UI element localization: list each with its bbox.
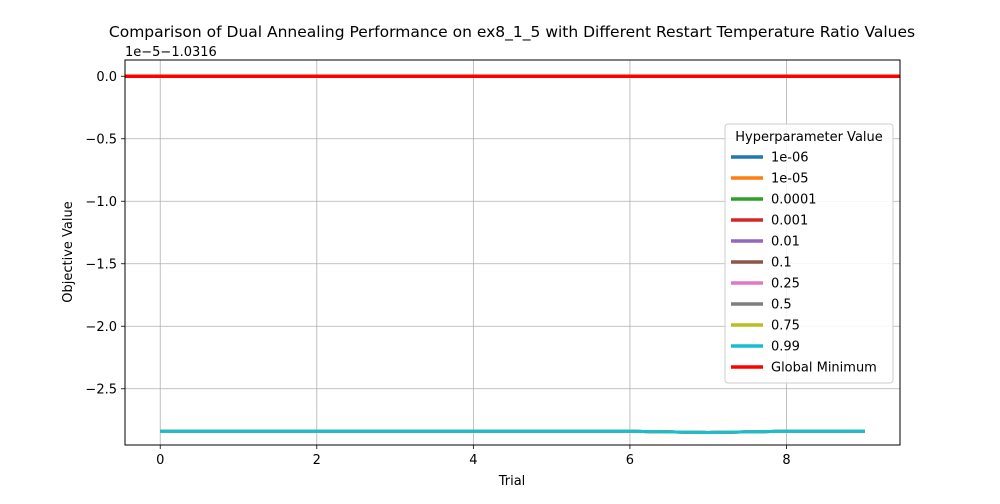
legend-label: Global Minimum [771, 361, 877, 376]
x-tick-label: 8 [782, 453, 790, 468]
y-tick-label: −2.0 [85, 320, 117, 335]
legend-box [724, 123, 894, 384]
legend-label: 0.01 [771, 235, 800, 250]
legend-label: 0.1 [771, 256, 792, 271]
legend-label: 0.5 [771, 298, 792, 313]
y-tick-label: −2.5 [85, 382, 117, 397]
y-tick-label: 0.0 [96, 70, 117, 85]
x-tick-label: 4 [469, 453, 477, 468]
x-tick-label: 2 [313, 453, 321, 468]
series-line-9 [160, 429, 865, 434]
axes-frame [124, 59, 901, 446]
legend-label: 1e-06 [771, 151, 809, 166]
legend: Hyperparameter Value 1e-06 1e-05 0.0001 0.0… [724, 123, 894, 384]
legend-label: 0.0001 [771, 193, 817, 208]
y-axis-label: Objective Value [61, 201, 76, 302]
plot-area [125, 74, 900, 434]
y-tick-label: −1.0 [85, 195, 117, 210]
legend-title: Hyperparameter Value [735, 130, 883, 145]
y-tick-label: −0.5 [85, 132, 117, 147]
chart-title: Comparison of Dual Annealing Performance… [109, 23, 915, 42]
legend-label: 0.75 [771, 319, 800, 334]
y-axis-offset-label: 1e−5−1.0316 [125, 45, 217, 60]
x-axis-label: Trial [498, 474, 526, 489]
legend-items: 1e-06 1e-05 0.0001 0.001 0.01 0.1 0.25 0.5 0.75 0… [731, 151, 877, 376]
axis-ticks: 0 2 4 6 8 0.0 −0.5 −1.0 −1.5 −2.0 −2.5 [85, 70, 790, 468]
x-tick-label: 6 [626, 453, 634, 468]
legend-label: 0.001 [771, 214, 808, 229]
y-tick-label: −1.5 [85, 257, 117, 272]
legend-label: 1e-05 [771, 172, 809, 187]
x-tick-label: 0 [156, 453, 164, 468]
legend-label: 0.99 [771, 340, 800, 355]
legend-label: 0.25 [771, 277, 800, 292]
